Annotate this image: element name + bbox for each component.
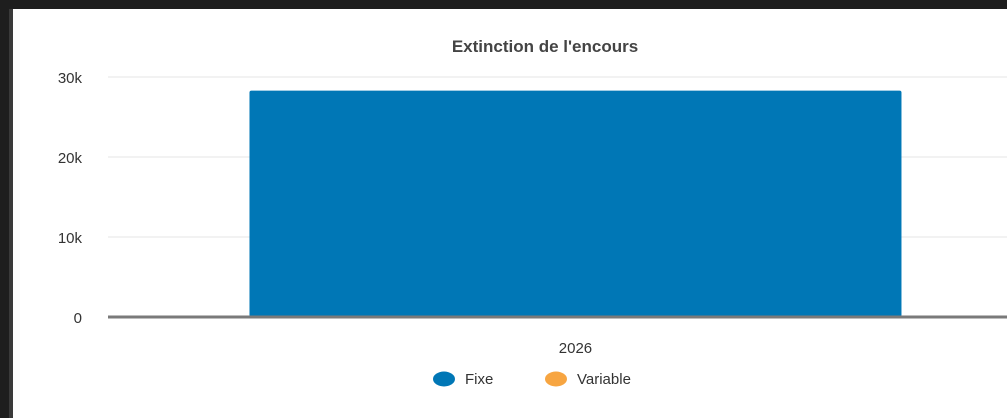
y-tick-label: 30k — [58, 70, 83, 87]
y-tick-label: 10k — [58, 230, 83, 247]
legend-label: Fixe — [465, 371, 493, 388]
x-tick-label: 2026 — [559, 340, 592, 357]
legend-marker — [545, 371, 567, 387]
y-axis-tick-labels: 0 10k 20k 30k — [58, 70, 83, 327]
chart-title: Extinction de l'encours — [452, 37, 638, 56]
y-tick-label: 20k — [58, 150, 83, 167]
x-axis-tick-labels: 2026 — [559, 340, 592, 357]
legend-marker — [433, 371, 455, 387]
legend-label: Variable — [577, 371, 631, 388]
bar-fixe-2026[interactable] — [249, 90, 902, 317]
y-tick-label: 0 — [74, 310, 82, 327]
legend: Fixe Variable — [433, 371, 631, 388]
legend-item-fixe[interactable]: Fixe — [433, 371, 493, 388]
legend-item-variable[interactable]: Variable — [545, 371, 631, 388]
bars — [249, 90, 902, 317]
